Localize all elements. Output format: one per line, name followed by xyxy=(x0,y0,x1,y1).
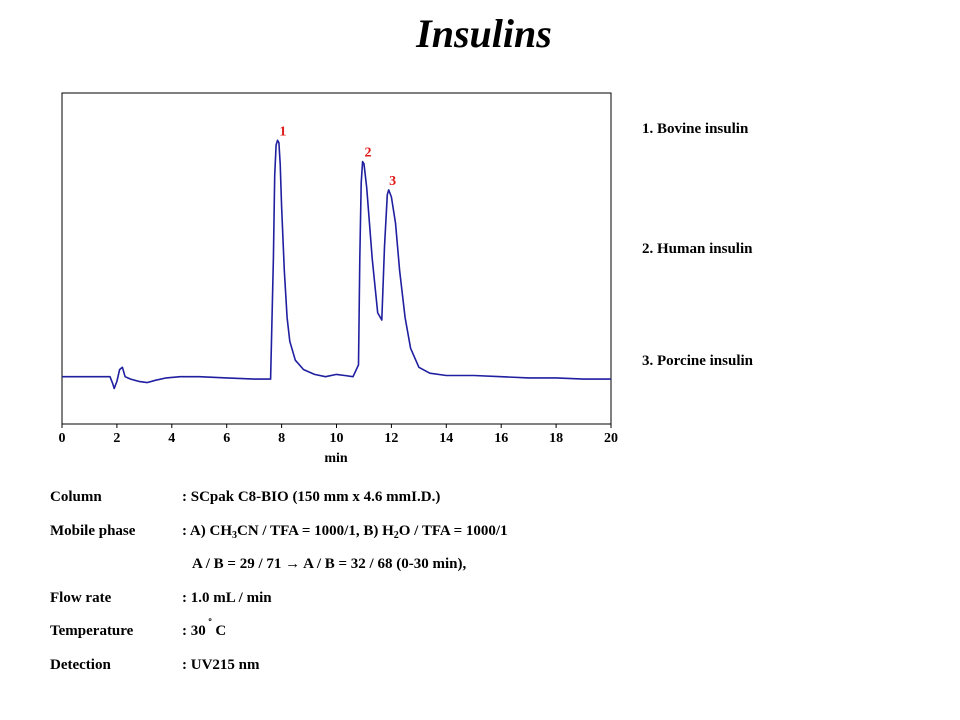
condition-value: : A) CH3CN / TFA = 1000/1, B) H2O / TFA … xyxy=(182,523,508,541)
x-tick-label: 4 xyxy=(168,431,175,446)
page-title: Insulins xyxy=(416,11,552,56)
x-tick-label: 8 xyxy=(278,431,285,446)
condition-value: : 1.0 mL / min xyxy=(182,590,272,606)
condition-label: Detection xyxy=(50,657,111,673)
condition-value: : UV215 nm xyxy=(182,657,260,673)
peak-label: 1 xyxy=(279,124,286,139)
x-tick-label: 16 xyxy=(494,431,508,446)
x-tick-label: 14 xyxy=(439,431,453,446)
x-tick-label: 12 xyxy=(384,431,398,446)
gradient-value: A / B = 29 / 71 → A / B = 32 / 68 (0-30 … xyxy=(192,556,467,572)
condition-value: : SCpak C8-BIO (150 mm x 4.6 mmI.D.) xyxy=(182,489,441,505)
x-tick-label: 6 xyxy=(223,431,230,446)
peak-labels: 1 2 3 xyxy=(279,124,396,189)
condition-value: : 30 ˚ C xyxy=(182,617,227,639)
x-tick-label: 0 xyxy=(59,431,66,446)
legend-item-human: 2. Human insulin xyxy=(642,241,753,257)
chromatogram-chart: 0 2 4 6 8 10 12 14 16 18 20 123 min xyxy=(59,92,618,466)
x-tick-label: 10 xyxy=(330,431,344,446)
x-axis-ticks: 0 2 4 6 8 10 12 14 16 18 20 xyxy=(59,424,618,446)
legend-item-porcine: 3. Porcine insulin xyxy=(642,353,753,369)
peak-label: 3 xyxy=(389,174,396,189)
condition-label: Mobile phase xyxy=(50,523,136,539)
legend-item-bovine: 1. Bovine insulin xyxy=(642,121,749,137)
x-axis-label: min xyxy=(324,451,348,466)
peak-label: 2 xyxy=(364,146,371,161)
chromatogram-trace xyxy=(62,139,611,390)
x-tick-label: 18 xyxy=(549,431,563,446)
x-tick-label: 2 xyxy=(113,431,120,446)
condition-label: Temperature xyxy=(50,623,134,639)
x-tick-label: 20 xyxy=(604,431,618,446)
condition-label: Flow rate xyxy=(50,590,112,606)
condition-label: Column xyxy=(50,489,102,505)
